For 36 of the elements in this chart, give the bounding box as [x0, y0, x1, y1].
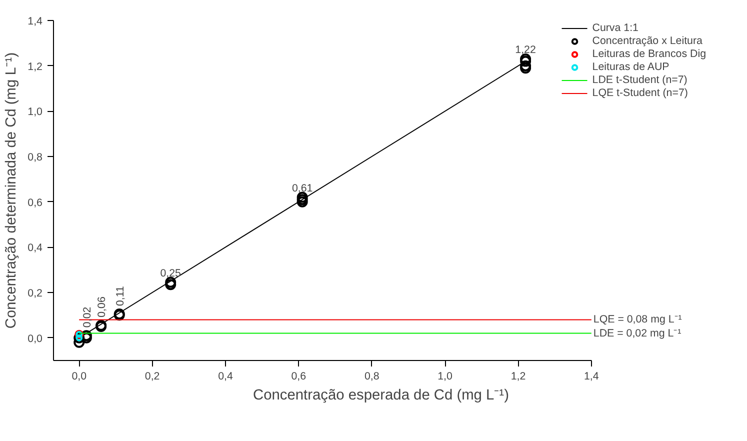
- x-tick-label: 0,6: [291, 370, 306, 382]
- point: [520, 62, 532, 74]
- legend-label: Concentração x Leitura: [592, 35, 702, 47]
- x-tick-label: 1,2: [510, 370, 526, 382]
- point: [520, 60, 532, 72]
- y-tick-label: 0,0: [28, 332, 43, 345]
- legend-label: Leituras de AUP: [592, 61, 670, 73]
- annotation: LDE = 0,02 mg L⁻¹: [593, 327, 682, 340]
- annotation: 1,22: [515, 44, 536, 56]
- y-tick-label: 0,6: [28, 196, 43, 209]
- point: [74, 336, 85, 348]
- annotation: 0,25: [160, 267, 182, 280]
- x-tick-label: 0,0: [72, 370, 87, 382]
- x-tick-label: 1,0: [438, 370, 453, 382]
- y-tick-label: 1,4: [28, 16, 43, 28]
- y-tick-label: 0,8: [28, 152, 43, 164]
- x-tick-label: 0,8: [364, 370, 380, 382]
- x-tick-label: 1,4: [584, 370, 599, 382]
- legend-label: LQE t-Student (n=7): [592, 87, 688, 99]
- x-tick-label: 0,2: [144, 370, 160, 382]
- y-tick-label: 1,0: [28, 106, 43, 118]
- point: [165, 279, 176, 290]
- y-tick-label: 0,2: [28, 288, 43, 300]
- annotation: LQE = 0,08 mg L⁻¹: [593, 314, 682, 326]
- legend-label: Curva 1:1: [592, 22, 638, 34]
- y-tick-label: 1,2: [28, 60, 43, 73]
- y-tick-label: 0,4: [28, 242, 43, 254]
- x-axis-title: Concentração esperada de Cd (mg L⁻¹): [253, 388, 509, 404]
- annotation: 0,11: [114, 286, 126, 306]
- legend-label: Leituras de Brancos Dig: [592, 48, 706, 60]
- legend-label: LDE t-Student (n=7): [592, 74, 688, 86]
- x-tick-label: 0,4: [218, 370, 233, 382]
- annotation: 0,61: [292, 182, 313, 194]
- annotation: 0,06: [96, 296, 108, 318]
- y-axis-title: Concentração determinada de Cd (mg L⁻¹): [4, 52, 20, 329]
- annotation: 0,02: [81, 306, 94, 328]
